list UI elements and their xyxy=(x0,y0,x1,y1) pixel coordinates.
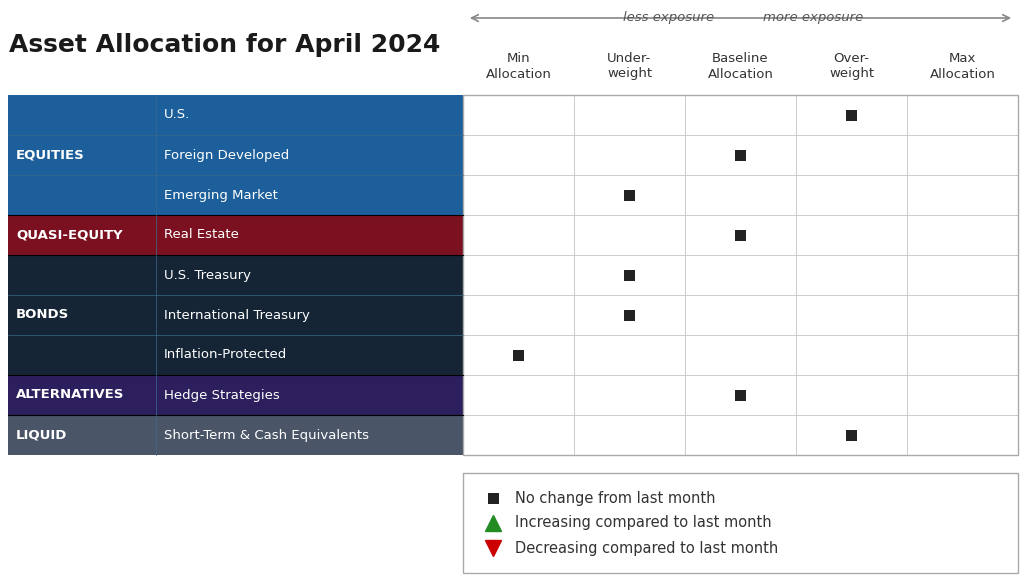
Bar xyxy=(735,150,746,161)
Bar xyxy=(488,492,498,503)
Bar xyxy=(8,335,463,375)
Text: QUASI-EQUITY: QUASI-EQUITY xyxy=(16,228,123,242)
Bar xyxy=(463,473,1018,573)
Text: ALTERNATIVES: ALTERNATIVES xyxy=(16,388,124,402)
Text: EQUITIES: EQUITIES xyxy=(16,149,85,161)
Bar xyxy=(846,429,857,440)
Bar xyxy=(463,95,1018,455)
Bar xyxy=(8,175,463,215)
Bar xyxy=(512,350,524,361)
Text: Inflation-Protected: Inflation-Protected xyxy=(164,349,287,361)
Bar xyxy=(624,309,636,320)
Bar xyxy=(8,295,463,335)
Text: Over-
weight: Over- weight xyxy=(829,51,874,80)
Text: International Treasury: International Treasury xyxy=(164,309,310,321)
Text: LIQUID: LIQUID xyxy=(16,428,68,442)
Bar xyxy=(624,269,636,280)
Bar xyxy=(8,135,463,175)
Text: BONDS: BONDS xyxy=(16,309,70,321)
Text: U.S.: U.S. xyxy=(164,109,191,121)
Text: Min
Allocation: Min Allocation xyxy=(486,51,551,80)
Bar xyxy=(8,255,463,295)
Text: No change from last month: No change from last month xyxy=(515,491,715,506)
Text: Foreign Developed: Foreign Developed xyxy=(164,149,289,161)
Text: Short-Term & Cash Equivalents: Short-Term & Cash Equivalents xyxy=(164,428,369,442)
Text: less exposure: less exposure xyxy=(623,12,713,24)
Bar xyxy=(624,190,636,201)
Text: Max
Allocation: Max Allocation xyxy=(930,51,995,80)
Text: Hedge Strategies: Hedge Strategies xyxy=(164,388,280,402)
Text: U.S. Treasury: U.S. Treasury xyxy=(164,269,251,281)
Bar xyxy=(8,215,463,255)
Text: Real Estate: Real Estate xyxy=(164,228,239,242)
Bar xyxy=(846,109,857,120)
Bar xyxy=(735,390,746,401)
Text: Asset Allocation for April 2024: Asset Allocation for April 2024 xyxy=(9,33,441,57)
Bar xyxy=(463,95,1018,455)
Bar xyxy=(8,95,463,135)
Text: Emerging Market: Emerging Market xyxy=(164,188,278,202)
Text: Baseline
Allocation: Baseline Allocation xyxy=(707,51,774,80)
Bar xyxy=(8,415,463,455)
Text: Decreasing compared to last month: Decreasing compared to last month xyxy=(515,540,778,555)
Bar xyxy=(735,229,746,240)
Bar xyxy=(8,375,463,415)
Text: Increasing compared to last month: Increasing compared to last month xyxy=(515,516,772,531)
Text: Under-
weight: Under- weight xyxy=(607,51,652,80)
Text: more exposure: more exposure xyxy=(763,12,863,24)
